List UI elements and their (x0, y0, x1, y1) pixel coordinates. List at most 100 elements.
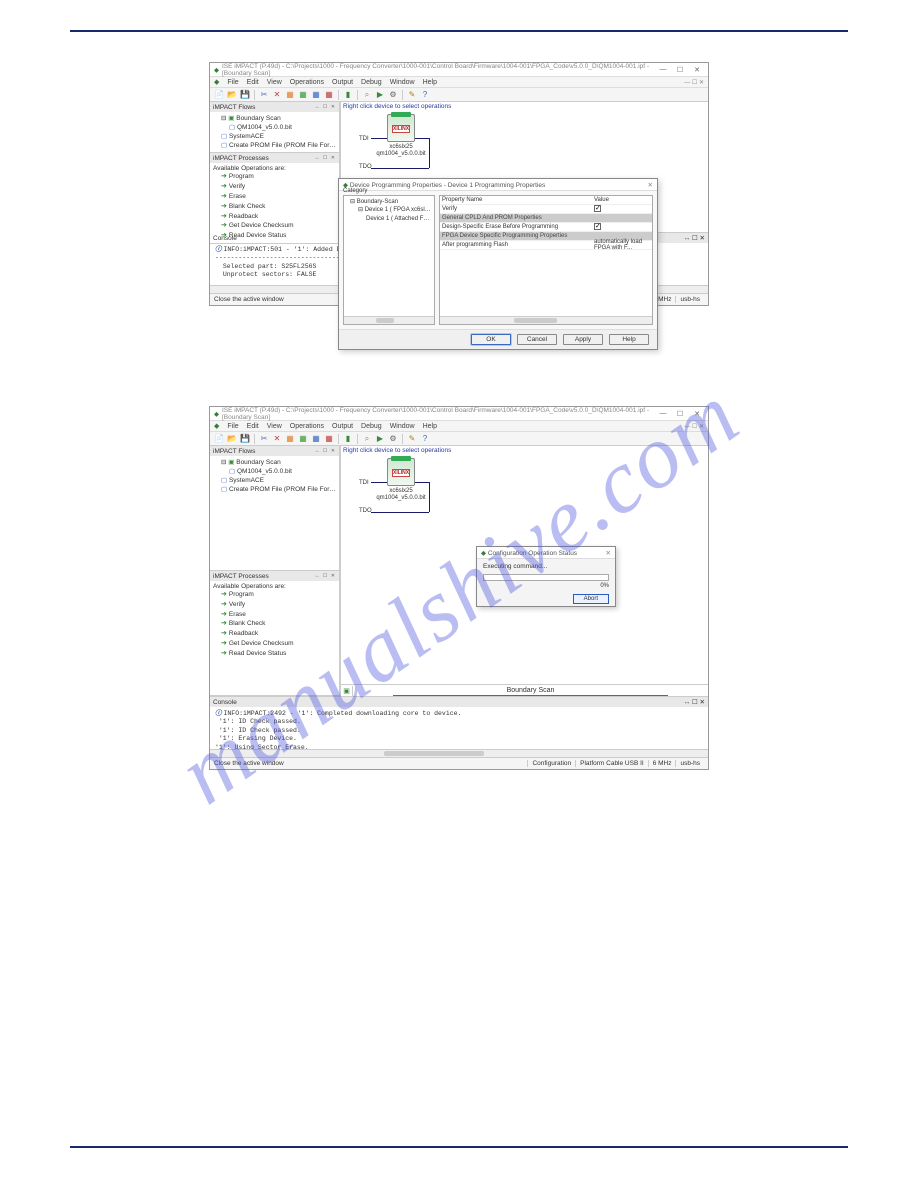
menu-help[interactable]: Help (423, 79, 437, 86)
grid4-icon-2[interactable]: ▦ (324, 434, 334, 444)
menu-output[interactable]: Output (332, 79, 353, 86)
grid2-icon-2[interactable]: ▦ (298, 434, 308, 444)
grid1-icon-2[interactable]: ▦ (285, 434, 295, 444)
op-verify[interactable]: ➔Verify (213, 182, 336, 192)
op-blank-check-2[interactable]: ➔Blank Check (213, 619, 336, 629)
canvas-area-2[interactable]: Right click device to select operations … (340, 446, 708, 696)
open-icon[interactable]: 📂 (227, 90, 237, 100)
maximize-button[interactable]: ☐ (673, 65, 687, 75)
menu-edit[interactable]: Edit (247, 79, 259, 86)
verify-checkbox[interactable] (594, 205, 601, 212)
menu-view[interactable]: View (267, 79, 282, 86)
abort-button[interactable]: Abort (573, 594, 609, 604)
op-read-status-2[interactable]: ➔Read Device Status (213, 649, 336, 659)
help-button[interactable]: Help (609, 334, 649, 345)
op-readback[interactable]: ➔Readback (213, 212, 336, 222)
op-program[interactable]: ➔Program (213, 172, 336, 182)
op-checksum[interactable]: ➔Get Device Checksum (213, 221, 336, 231)
menu-window[interactable]: Window (390, 79, 415, 86)
save-icon[interactable]: 💾 (240, 90, 250, 100)
find-icon-2[interactable]: ⌕ (362, 434, 372, 444)
new-icon-2[interactable]: 📄 (214, 434, 224, 444)
play-icon[interactable]: ▶ (375, 90, 385, 100)
new-icon[interactable]: 📄 (214, 90, 224, 100)
panel-controls2-icon[interactable]: ↔ ☐ ✕ (315, 155, 336, 161)
panel-controls-icon[interactable]: ↔ ☐ ✕ (315, 104, 336, 110)
cat-dev1[interactable]: ⊟ Device 1 ( FPGA xc6slx25 ) (346, 206, 432, 214)
close-button[interactable]: ✕ (690, 65, 704, 75)
find-icon[interactable]: ⌕ (362, 90, 372, 100)
grid1-icon[interactable]: ▦ (285, 90, 295, 100)
menu-operations[interactable]: Operations (290, 79, 324, 86)
help-icon-2[interactable]: ? (420, 434, 430, 444)
menu-window-2[interactable]: Window (390, 423, 415, 430)
console-controls-icon-2[interactable]: ↔ ☐ ✕ (684, 698, 705, 706)
cancel-button[interactable]: Cancel (517, 334, 557, 345)
help-icon[interactable]: ? (420, 90, 430, 100)
wand-icon-2[interactable]: ✎ (407, 434, 417, 444)
play-icon-2[interactable]: ▶ (375, 434, 385, 444)
tree-systemace-2[interactable]: ▢ SystemACE (213, 476, 336, 485)
tree-boundary-scan-2[interactable]: ⊟ ▣ Boundary Scan (213, 458, 336, 467)
cut-icon-2[interactable]: ✂ (259, 434, 269, 444)
category-tree[interactable]: ⊟ Boundary-Scan ⊟ Device 1 ( FPGA xc6slx… (343, 195, 435, 325)
cut-icon[interactable]: ✂ (259, 90, 269, 100)
console-controls-icon[interactable]: ↔ ☐ ✕ (684, 234, 705, 242)
tree-bitfile[interactable]: ▢ QM1004_v5.0.0.bit (213, 123, 336, 132)
menu-file-2[interactable]: File (227, 423, 238, 430)
grid3-icon-2[interactable]: ▦ (311, 434, 321, 444)
close-button-2[interactable]: ✕ (690, 409, 704, 419)
menu-help-2[interactable]: Help (423, 423, 437, 430)
op-verify-2[interactable]: ➔Verify (213, 600, 336, 610)
open-icon-2[interactable]: 📂 (227, 434, 237, 444)
menu-edit-2[interactable]: Edit (247, 423, 259, 430)
erase-checkbox[interactable] (594, 223, 601, 230)
settings-icon-2[interactable]: ⚙ (388, 434, 398, 444)
grid2-icon[interactable]: ▦ (298, 90, 308, 100)
cat-root[interactable]: ⊟ Boundary-Scan (346, 198, 432, 206)
delete-icon-2[interactable]: ✕ (272, 434, 282, 444)
status-dialog-close-icon[interactable]: ✕ (606, 549, 611, 557)
menu-output-2[interactable]: Output (332, 423, 353, 430)
menu-operations-2[interactable]: Operations (290, 423, 324, 430)
op-erase[interactable]: ➔Erase (213, 192, 336, 202)
apply-button[interactable]: Apply (563, 334, 603, 345)
tree-systemace[interactable]: ▢ SystemACE (213, 132, 336, 141)
settings-icon[interactable]: ⚙ (388, 90, 398, 100)
op-erase-2[interactable]: ➔Erase (213, 610, 336, 620)
grid4-icon[interactable]: ▦ (324, 90, 334, 100)
menu-debug-2[interactable]: Debug (361, 423, 382, 430)
menu-file[interactable]: File (227, 79, 238, 86)
delete-icon[interactable]: ✕ (272, 90, 282, 100)
op-readback-2[interactable]: ➔Readback (213, 629, 336, 639)
tree-create-prom[interactable]: ▢ Create PROM File (PROM File Format... (213, 141, 336, 150)
row-after-val[interactable]: automatically load FPGA with F... (592, 239, 652, 251)
tree-boundary-scan[interactable]: ⊟ ▣ Boundary Scan (213, 114, 336, 123)
minimize-button-2[interactable]: — (656, 409, 670, 419)
prop-scrollbar[interactable] (440, 316, 652, 324)
wand-icon[interactable]: ✎ (407, 90, 417, 100)
category-scrollbar[interactable] (344, 316, 434, 324)
tree-bitfile-2[interactable]: ▢ QM1004_v5.0.0.bit (213, 467, 336, 476)
menu-debug[interactable]: Debug (361, 79, 382, 86)
op-checksum-2[interactable]: ➔Get Device Checksum (213, 639, 336, 649)
console-scrollbar-2[interactable] (210, 749, 708, 757)
ok-button[interactable]: OK (471, 334, 511, 345)
chip-diagram[interactable]: TDI TDO XILINX xc6slx25 qm1004_v5.0.0.bi… (361, 114, 441, 158)
tree-create-prom-2[interactable]: ▢ Create PROM File (PROM File Format... (213, 485, 336, 494)
cat-dev1a[interactable]: Device 1 ( Attached FLASH, S25F... (346, 215, 432, 223)
boundary-scan-tab[interactable]: Boundary Scan (393, 686, 668, 696)
minimize-button[interactable]: — (656, 65, 670, 75)
menu-view-2[interactable]: View (267, 423, 282, 430)
maximize-button-2[interactable]: ☐ (673, 409, 687, 419)
chip-icon[interactable]: ▮ (343, 90, 353, 100)
grid3-icon[interactable]: ▦ (311, 90, 321, 100)
save-icon-2[interactable]: 💾 (240, 434, 250, 444)
panel-controls-icon-2[interactable]: ↔ ☐ ✕ (315, 448, 336, 454)
panel-controls2-icon-2[interactable]: ↔ ☐ ✕ (315, 573, 336, 579)
op-program-2[interactable]: ➔Program (213, 590, 336, 600)
dialog-close-icon[interactable]: ✕ (648, 181, 653, 189)
chip-diagram-2[interactable]: TDI TDO XILINX xc6slx25 qm1004_v5.0.0.bi… (361, 458, 441, 502)
tab-icon[interactable]: ▣ (341, 686, 353, 696)
op-blank-check[interactable]: ➔Blank Check (213, 202, 336, 212)
